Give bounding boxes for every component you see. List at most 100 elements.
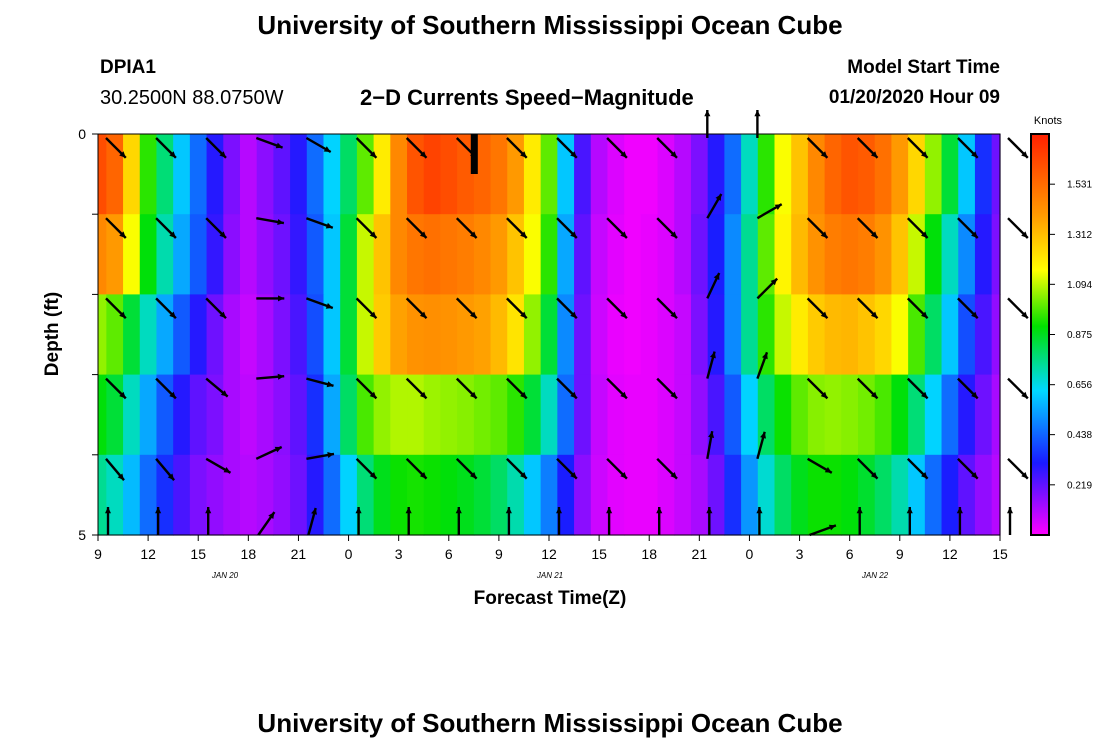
current-arrow <box>706 272 721 299</box>
heatmap-cell <box>373 294 391 376</box>
current-arrow <box>205 377 229 398</box>
colorbar-tick-label: 0.219 <box>1067 480 1092 491</box>
heatmap-cell <box>874 214 893 295</box>
heatmap-cell <box>340 294 358 376</box>
x-tick-label: 9 <box>495 546 503 562</box>
axes: 9 12 15 18 21 0 3 6 9 12 15 18 21 0 3 6 9 12 15 JAN 20 JAN 2… <box>78 126 1008 580</box>
heatmap-cell <box>523 214 542 295</box>
heatmap-cell <box>440 294 458 376</box>
x-tick-label: 12 <box>140 546 156 562</box>
heatmap-cell <box>340 374 358 456</box>
heatmap-cell <box>490 374 508 456</box>
heatmap-cell <box>189 454 208 536</box>
heatmap-cell <box>858 294 876 376</box>
heatmap-cell <box>824 294 842 376</box>
x-tick-label: 6 <box>846 546 854 562</box>
current-arrow <box>756 277 779 300</box>
heatmap-cell <box>507 134 525 215</box>
current-arrow <box>455 507 462 535</box>
current-arrow <box>305 217 334 229</box>
heatmap-cell <box>574 294 592 376</box>
heatmap-cell <box>373 374 391 456</box>
heatmap-cell <box>223 294 241 376</box>
current-arrow <box>307 507 317 536</box>
heatmap-cell <box>390 374 408 456</box>
plot-title: 2−D Currents Speed−Magnitude <box>360 85 694 110</box>
current-arrow <box>606 507 613 535</box>
current-arrow <box>355 137 378 159</box>
heatmap-cell <box>807 454 826 536</box>
x-tick-label: 12 <box>541 546 557 562</box>
heatmap-cell <box>908 374 926 456</box>
heatmap-cell <box>323 134 341 215</box>
heatmap <box>98 134 1001 536</box>
current-arrow <box>606 137 628 159</box>
current-arrow <box>405 297 428 320</box>
heatmap-cell <box>106 374 124 456</box>
current-arrow <box>856 217 879 239</box>
heatmap-cell <box>473 294 492 376</box>
heatmap-cell <box>473 374 492 456</box>
heatmap-cell <box>290 294 308 376</box>
heatmap-cell <box>690 134 709 215</box>
heatmap-cell <box>98 454 107 536</box>
heatmap-cell <box>724 294 742 376</box>
current-arrow <box>305 136 332 154</box>
current-arrow <box>556 297 578 320</box>
heatmap-cell <box>540 454 558 536</box>
heatmap-cell <box>540 294 558 376</box>
current-arrow <box>355 457 378 480</box>
current-arrow <box>105 377 127 400</box>
current-arrow <box>856 137 879 159</box>
heatmap-cell <box>273 454 291 536</box>
heatmap-cell <box>356 454 375 536</box>
heatmap-cell <box>123 454 141 536</box>
current-arrow <box>155 507 162 535</box>
heatmap-cell <box>423 374 442 456</box>
heatmap-cell <box>891 454 909 536</box>
heatmap-cell <box>724 214 742 295</box>
heatmap-cell <box>674 214 692 295</box>
heatmap-cell <box>390 134 408 215</box>
heatmap-cell <box>958 214 976 295</box>
heatmap-cell <box>173 134 191 215</box>
current-arrow <box>706 351 716 379</box>
heatmap-cell <box>791 454 809 536</box>
heatmap-cell <box>390 454 408 536</box>
heatmap-cell <box>624 214 642 295</box>
heatmap-cell <box>523 294 542 376</box>
heatmap-cell <box>98 294 107 376</box>
heatmap-cell <box>173 294 191 376</box>
x-tick-label: 18 <box>241 546 257 562</box>
heatmap-cell <box>356 294 375 376</box>
heatmap-cell <box>173 214 191 295</box>
heatmap-cell <box>473 134 492 215</box>
x-tick-label: 18 <box>641 546 657 562</box>
current-arrow <box>1007 217 1029 239</box>
timeline-marker <box>470 134 478 174</box>
heatmap-cell <box>106 214 124 295</box>
heatmap-cell <box>356 134 375 215</box>
heatmap-cell <box>824 214 842 295</box>
heatmap-cell <box>323 454 341 536</box>
heatmap-cell <box>507 214 525 295</box>
current-arrow <box>405 217 428 239</box>
heatmap-cell <box>98 214 107 295</box>
heatmap-cell <box>824 134 842 215</box>
heatmap-cell <box>557 294 575 376</box>
date-label: JAN 20 <box>211 571 239 580</box>
station-id: DPIA1 <box>100 57 156 78</box>
heatmap-cell <box>974 294 993 376</box>
current-arrow <box>506 457 528 480</box>
heatmap-cell <box>640 134 659 215</box>
current-arrow <box>656 217 678 239</box>
y-tick-label: 5 <box>78 527 86 543</box>
current-arrow <box>355 217 378 239</box>
current-arrow <box>105 458 125 481</box>
heatmap-cell <box>941 294 959 376</box>
heatmap-cell <box>173 374 191 456</box>
heatmap-cell <box>373 214 391 295</box>
heatmap-cell <box>791 374 809 456</box>
heatmap-cell <box>239 454 258 536</box>
